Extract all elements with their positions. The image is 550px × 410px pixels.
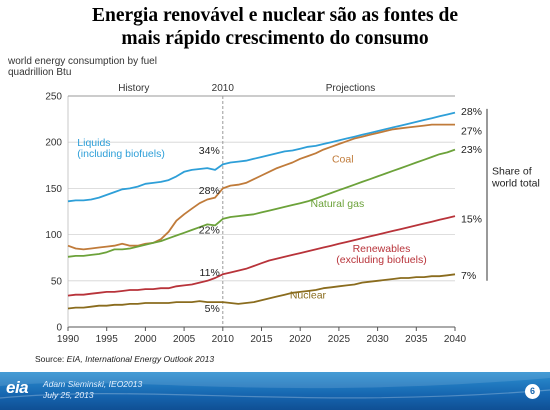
presenter-info: Adam Sieminski, IEO2013 July 25, 2013 xyxy=(43,379,142,401)
projections-label: Projections xyxy=(326,83,375,94)
source-note: Source: EIA, International Energy Outloo… xyxy=(35,354,214,364)
presenter-date: July 25, 2013 xyxy=(43,390,94,400)
footer-bar: eia Adam Sieminski, IEO2013 July 25, 201… xyxy=(0,372,550,410)
slide-title-line-2: mais rápido crescimento do consumo xyxy=(121,28,429,49)
share-2040-label-0: 28% xyxy=(461,106,482,118)
x-tick-label-2015: 2015 xyxy=(250,334,273,345)
x-tick-label-2025: 2025 xyxy=(328,334,351,345)
series-line-1 xyxy=(67,123,455,251)
history-label: History xyxy=(118,83,149,94)
x-tick-label-2020: 2020 xyxy=(289,334,312,345)
share-2040-label-3: 15% xyxy=(461,213,482,225)
share-2010-label-3: 11% xyxy=(200,267,220,279)
share-2010-label-0: 34% xyxy=(199,145,220,157)
x-tick-label-2010: 2010 xyxy=(212,334,235,345)
series-label-0: Liquids (including biofuels) xyxy=(77,137,165,160)
series-label-1: Coal xyxy=(332,154,354,166)
x-tick-label-2005: 2005 xyxy=(173,334,196,345)
share-2010-label-2: 22% xyxy=(199,225,220,237)
y-tick-label-0: 0 xyxy=(56,323,62,334)
series-line-2 xyxy=(67,148,456,258)
divider-year-label: 2010 xyxy=(212,83,235,94)
y-tick-label-50: 50 xyxy=(51,276,63,287)
y-tick-label-200: 200 xyxy=(45,138,62,149)
x-tick-label-1995: 1995 xyxy=(96,334,119,345)
x-tick-label-2030: 2030 xyxy=(366,334,389,345)
presenter-name: Adam Sieminski, IEO2013 xyxy=(43,379,143,389)
share-2040-label-2: 23% xyxy=(461,144,482,156)
series-label-3: Renewables (excluding biofuels) xyxy=(336,243,426,266)
series-line-0 xyxy=(67,111,456,203)
y-tick-label-150: 150 xyxy=(45,184,62,195)
source-prefix: Source: xyxy=(35,354,67,364)
share-of-world-total-label: Share of world total xyxy=(491,166,540,190)
y-axis-label-line-2: quadrillion Btu xyxy=(8,67,72,78)
y-tick-label-250: 250 xyxy=(45,92,62,103)
x-tick-label-2035: 2035 xyxy=(405,334,428,345)
y-tick-label-100: 100 xyxy=(45,230,62,241)
page-number: 6 xyxy=(525,384,540,399)
slide-title-line-1: Energia renovável e nuclear são as fonte… xyxy=(92,5,458,26)
energy-consumption-chart: 0 50 100 150 200 250 1990 1995 2000 2005 2010 2015 2… xyxy=(45,83,540,345)
series-label-2: Natural gas xyxy=(311,198,365,210)
series-line-3 xyxy=(67,215,456,297)
x-tick-label-1990: 1990 xyxy=(57,334,80,345)
series-line-4 xyxy=(67,273,456,310)
footer-wave-decoration xyxy=(0,372,550,399)
share-2010-label-1: 28% xyxy=(199,185,220,197)
x-tick-label-2000: 2000 xyxy=(134,334,157,345)
y-axis-label-line-1: world energy consumption by fuel xyxy=(8,56,157,67)
source-text: EIA, International Energy Outlook 2013 xyxy=(66,354,215,364)
series-label-4: Nuclear xyxy=(290,289,327,301)
share-2010-label-4: 5% xyxy=(205,303,220,315)
x-tick-label-2040: 2040 xyxy=(444,334,467,345)
share-2040-label-1: 27% xyxy=(461,126,482,138)
eia-logo: eia xyxy=(6,378,29,397)
slide-title: Energia renovável e nuclear são as fonte… xyxy=(0,4,550,50)
share-2040-label-4: 7% xyxy=(461,270,476,282)
